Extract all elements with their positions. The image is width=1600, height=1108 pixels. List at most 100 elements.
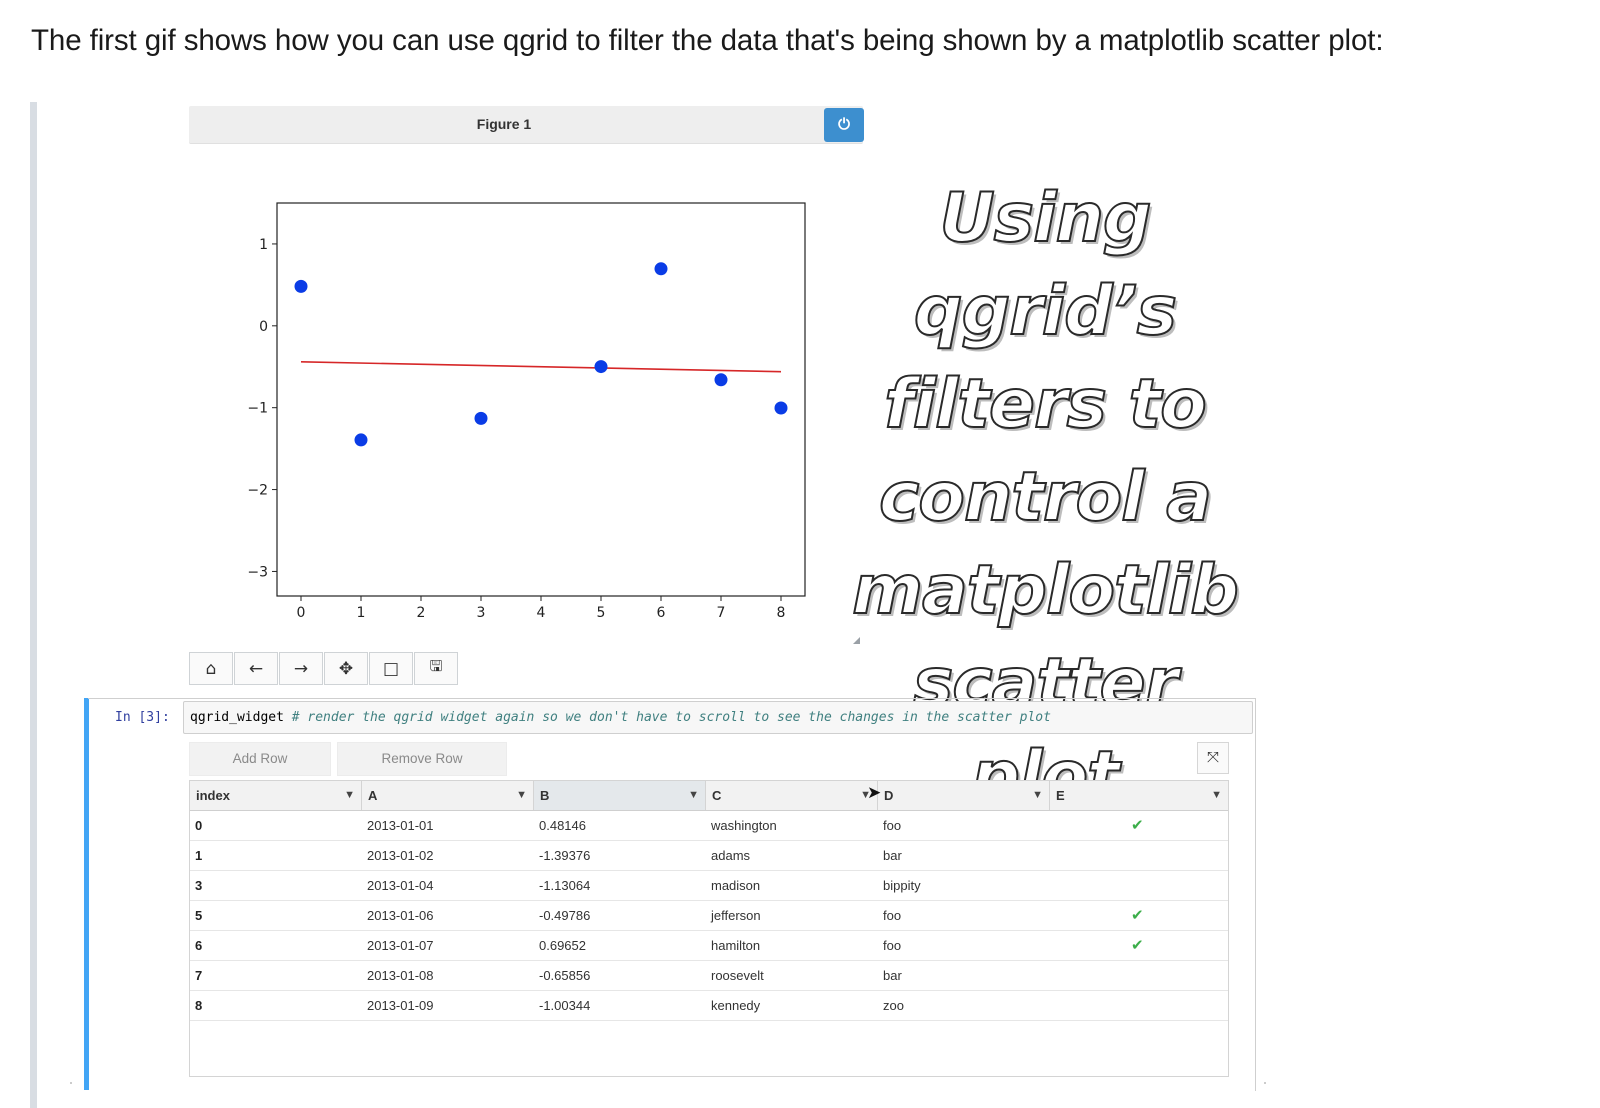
figure-resize-handle[interactable] <box>853 637 860 644</box>
filter-icon[interactable]: ▼ <box>688 789 699 801</box>
zoom-rect-button[interactable]: □ <box>369 652 413 685</box>
filter-icon[interactable]: ▼ <box>1211 789 1222 801</box>
back-arrow-icon: ← <box>248 658 264 679</box>
column-label: C <box>712 788 722 803</box>
table-cell-b[interactable]: -0.49786 <box>539 908 591 923</box>
table-cell-index[interactable]: 6 <box>195 938 203 953</box>
table-row[interactable]: 6 2013-01-07 0.69652 hamilton foo ✔ <box>190 931 1228 961</box>
table-cell-e[interactable]: ✔ <box>1131 817 1144 834</box>
table-cell-d[interactable]: foo <box>883 938 902 953</box>
power-button[interactable]: ⏻ <box>824 108 864 142</box>
filter-icon[interactable]: ▼ <box>1032 789 1043 801</box>
table-row[interactable]: 3 2013-01-04 -1.13064 madison bippity <box>190 871 1228 901</box>
table-cell-b[interactable]: -1.39376 <box>539 848 591 863</box>
table-cell-index[interactable]: 8 <box>195 998 203 1013</box>
table-row[interactable]: 7 2013-01-08 -0.65856 roosevelt bar <box>190 961 1228 991</box>
cell-prompt: In [3]: <box>115 710 170 725</box>
save-button[interactable]: 🖫 <box>414 652 458 685</box>
home-button[interactable]: ⌂ <box>189 652 233 685</box>
table-cell-d[interactable]: foo <box>883 818 902 833</box>
save-icon: 🖫 <box>429 657 443 675</box>
table-cell-b[interactable]: 0.69652 <box>539 938 586 953</box>
table-cell-b[interactable]: -0.65856 <box>539 968 591 983</box>
table-cell-a[interactable]: 2013-01-08 <box>367 968 434 983</box>
scatter-point <box>654 262 668 276</box>
table-cell-d[interactable]: bar <box>883 968 902 983</box>
table-cell-index[interactable]: 7 <box>195 968 203 983</box>
overlay-line: filters to <box>883 364 1208 445</box>
filter-icon[interactable]: ▼ <box>344 789 355 801</box>
table-cell-b[interactable]: -1.00344 <box>539 998 591 1013</box>
table-cell-e[interactable] <box>1126 991 1131 1020</box>
pan-button[interactable]: ✥ <box>324 652 368 685</box>
overlay-line: matplotlib <box>851 550 1240 631</box>
blockquote-bar <box>30 102 37 1108</box>
table-cell-e[interactable] <box>1126 961 1131 990</box>
table-cell-a[interactable]: 2013-01-09 <box>367 998 434 1013</box>
table-cell-d[interactable]: bippity <box>883 878 921 893</box>
table-cell-a[interactable]: 2013-01-01 <box>367 818 434 833</box>
table-row[interactable]: 1 2013-01-02 -1.39376 adams bar <box>190 841 1228 871</box>
table-cell-c[interactable]: adams <box>711 848 751 863</box>
table-row[interactable]: 0 2013-01-01 0.48146 washington foo ✔ <box>190 811 1228 841</box>
forward-button[interactable]: → <box>279 652 323 685</box>
figure-nav-toolbar: ⌂ ← → ✥ □ 🖫 <box>189 652 459 685</box>
table-cell-e[interactable] <box>1126 871 1131 900</box>
table-cell-c[interactable]: roosevelt <box>711 968 764 983</box>
table-cell-b[interactable]: 0.48146 <box>539 818 586 833</box>
column-label: D <box>884 788 894 803</box>
column-header-a[interactable]: A ▼ <box>362 781 534 810</box>
add-row-button[interactable]: Add Row <box>189 742 331 776</box>
column-header-d[interactable]: D ▼ <box>878 781 1050 810</box>
scatter-point <box>774 401 788 415</box>
remove-row-button[interactable]: Remove Row <box>337 742 507 776</box>
table-cell-e[interactable] <box>1126 841 1131 870</box>
table-cell-c[interactable]: hamilton <box>711 938 761 953</box>
table-cell-d[interactable]: foo <box>883 908 902 923</box>
table-cell-c[interactable]: kennedy <box>711 998 761 1013</box>
table-cell-b[interactable]: -1.13064 <box>539 878 591 893</box>
x-tick-label: 7 <box>717 605 726 621</box>
table-cell-index[interactable]: 1 <box>195 848 203 863</box>
y-tick-label: 1 <box>259 237 268 253</box>
trend-line <box>300 361 782 373</box>
table-cell-c[interactable]: madison <box>711 878 761 893</box>
code-comment: # render the qgrid widget again so we do… <box>291 710 1051 725</box>
x-tick-label: 6 <box>657 605 666 621</box>
scatter-point <box>474 411 488 425</box>
filter-icon[interactable]: ▼ <box>516 789 527 801</box>
table-cell-d[interactable]: bar <box>883 848 902 863</box>
table-row[interactable]: 8 2013-01-09 -1.00344 kennedy zoo <box>190 991 1228 1021</box>
code-cell <box>88 698 1256 1091</box>
table-cell-index[interactable]: 3 <box>195 878 203 893</box>
table-cell-c[interactable]: jefferson <box>711 908 761 923</box>
table-cell-c[interactable]: washington <box>711 818 777 833</box>
expand-button[interactable]: ⤧ <box>1197 742 1229 774</box>
column-header-e[interactable]: E ▼ <box>1050 781 1228 810</box>
table-cell-a[interactable]: 2013-01-04 <box>367 878 434 893</box>
table-header: index ▼ A ▼ B ▼ C ▼ D ▼ E ▼ <box>190 781 1228 811</box>
table-cell-d[interactable]: zoo <box>883 998 904 1013</box>
table-cell-a[interactable]: 2013-01-07 <box>367 938 434 953</box>
column-header-b[interactable]: B ▼ <box>534 781 706 810</box>
overlay-line: Using qgrid’s <box>913 178 1178 352</box>
table-cell-index[interactable]: 0 <box>195 818 203 833</box>
y-tick-label: −2 <box>247 483 268 499</box>
filter-icon[interactable]: ▼ <box>860 789 871 801</box>
table-row[interactable]: 5 2013-01-06 -0.49786 jefferson foo ✔ <box>190 901 1228 931</box>
column-label: index <box>196 788 230 803</box>
table-cell-a[interactable]: 2013-01-06 <box>367 908 434 923</box>
column-header-c[interactable]: C ▼ <box>706 781 878 810</box>
x-tick-label: 4 <box>537 605 546 621</box>
x-tick-label: 1 <box>357 605 366 621</box>
table-cell-a[interactable]: 2013-01-02 <box>367 848 434 863</box>
column-header-index[interactable]: index ▼ <box>190 781 362 810</box>
corner-dot <box>1264 1082 1266 1084</box>
table-cell-e[interactable]: ✔ <box>1131 907 1144 924</box>
table-cell-e[interactable]: ✔ <box>1131 937 1144 954</box>
code-input[interactable]: qgrid_widget # render the qgrid widget a… <box>183 701 1253 734</box>
back-button[interactable]: ← <box>234 652 278 685</box>
table-cell-index[interactable]: 5 <box>195 908 203 923</box>
zoom-rect-icon: □ <box>382 658 400 679</box>
x-tick-label: 0 <box>297 605 306 621</box>
